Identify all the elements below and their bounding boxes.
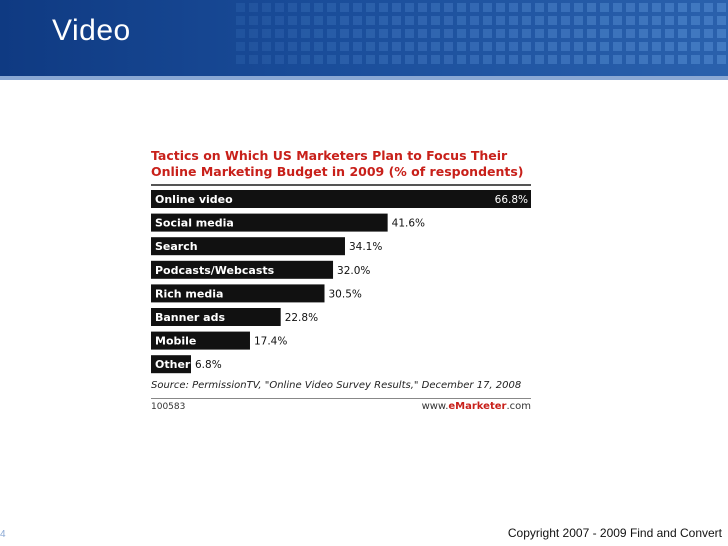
brand-suffix: .com	[506, 401, 531, 412]
value-label-6: 17.4%	[254, 336, 287, 348]
emarketer-brand: www.eMarketer.com	[422, 401, 531, 412]
header-pattern	[236, 3, 726, 64]
brand-name: eMarketer	[448, 401, 507, 412]
chart-title-rule	[151, 184, 531, 186]
value-label-0: 66.8%	[495, 194, 528, 206]
value-label-3: 32.0%	[337, 265, 370, 277]
category-label-1: Social media	[155, 217, 234, 230]
chart-source: Source: PermissionTV, "Online Video Surv…	[151, 380, 522, 391]
slide-title: Video	[52, 14, 131, 47]
bar-0	[151, 190, 531, 208]
page-number: 4	[0, 529, 6, 540]
bar-2	[151, 237, 345, 256]
category-label-4: Rich media	[155, 287, 223, 300]
category-label-6: Mobile	[155, 335, 196, 348]
value-label-2: 34.1%	[349, 241, 382, 253]
bar-3	[151, 260, 334, 279]
category-label-5: Banner ads	[155, 311, 225, 324]
category-label-2: Search	[155, 240, 198, 253]
bar-5	[151, 308, 281, 326]
value-label-5: 22.8%	[285, 312, 318, 324]
category-label-3: Podcasts/Webcasts	[155, 264, 275, 277]
bar-6	[151, 331, 250, 350]
value-label-7: 6.8%	[195, 359, 222, 371]
copyright-text: Copyright 2007 - 2009 Find and Convert	[507, 526, 722, 540]
chart-id: 100583	[151, 402, 186, 412]
chart-title: Tactics on Which US Marketers Plan to Fo…	[151, 148, 524, 179]
chart-image: Tactics on Which US Marketers Plan to Fo…	[148, 144, 534, 416]
chart-source-rule	[151, 398, 531, 399]
bar-4	[151, 284, 325, 303]
value-label-4: 30.5%	[329, 288, 362, 300]
brand-prefix: www.	[421, 401, 449, 412]
category-label-7: Other	[155, 358, 191, 371]
bar-1	[151, 213, 388, 232]
bar-7	[151, 355, 191, 374]
slide-header: Video	[0, 0, 728, 76]
value-label-1: 41.6%	[392, 218, 425, 230]
header-rule	[0, 76, 728, 80]
category-label-0: Online video	[155, 193, 233, 206]
bar-chart-plot: Online video 66.8% Social media 41.6% Search…	[151, 190, 531, 374]
